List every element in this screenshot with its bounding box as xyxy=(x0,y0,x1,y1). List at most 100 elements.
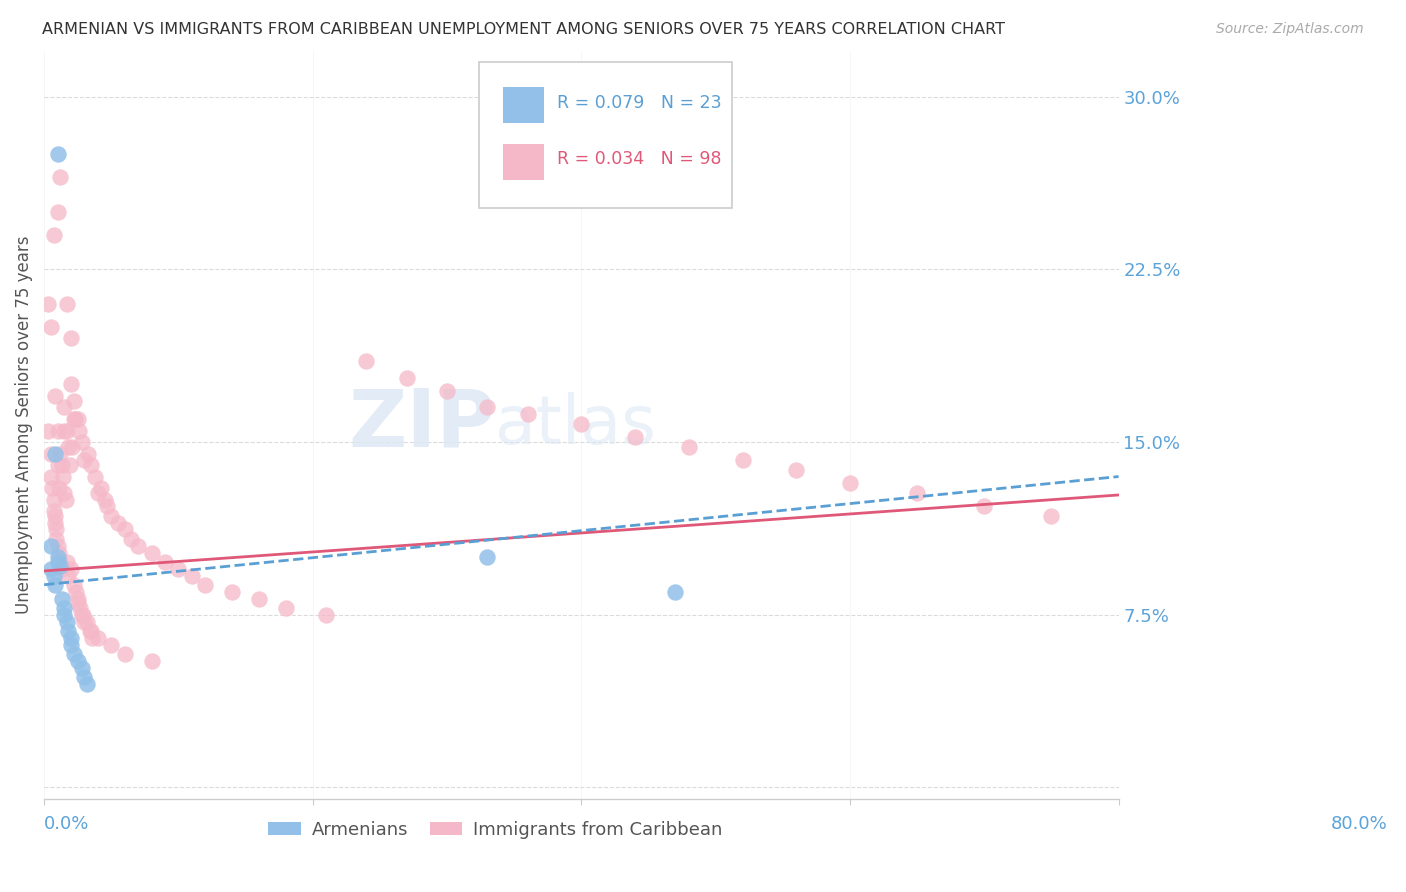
Point xyxy=(274,600,297,615)
Point xyxy=(76,615,98,629)
Point xyxy=(42,492,65,507)
Point xyxy=(56,555,79,569)
Point xyxy=(46,458,69,472)
Point xyxy=(66,654,89,668)
Point xyxy=(180,568,202,582)
Point xyxy=(96,500,118,514)
Point xyxy=(664,584,686,599)
Point xyxy=(120,532,142,546)
Point xyxy=(89,481,111,495)
Point xyxy=(1040,508,1063,523)
Point xyxy=(53,401,76,415)
Text: 80.0%: 80.0% xyxy=(1330,815,1388,833)
Point xyxy=(66,591,89,606)
Point xyxy=(100,508,122,523)
Point xyxy=(44,516,66,530)
Point xyxy=(44,578,66,592)
Point xyxy=(44,389,66,403)
Point xyxy=(82,631,104,645)
Point xyxy=(41,481,63,495)
Point xyxy=(44,446,66,460)
Point xyxy=(46,147,69,161)
Point xyxy=(477,550,499,565)
Point xyxy=(59,458,82,472)
Text: ZIP: ZIP xyxy=(349,385,495,464)
Point xyxy=(87,631,110,645)
Point xyxy=(39,561,62,575)
Point xyxy=(62,393,84,408)
Point xyxy=(69,600,91,615)
Point xyxy=(67,424,90,438)
Point xyxy=(678,440,700,454)
Point xyxy=(39,469,62,483)
Point xyxy=(70,660,93,674)
Point xyxy=(114,647,136,661)
Point xyxy=(569,417,592,431)
Point xyxy=(79,624,101,638)
Point xyxy=(127,539,149,553)
Point xyxy=(37,297,59,311)
FancyBboxPatch shape xyxy=(479,62,731,208)
Point xyxy=(53,607,76,622)
Point xyxy=(59,631,82,645)
Text: atlas: atlas xyxy=(495,392,657,458)
Point xyxy=(58,624,80,638)
Point xyxy=(39,320,62,334)
Point xyxy=(46,204,69,219)
Point xyxy=(785,463,807,477)
Point xyxy=(55,492,77,507)
Point xyxy=(77,446,100,460)
Point xyxy=(905,485,928,500)
Point xyxy=(51,561,73,575)
Point xyxy=(70,435,93,450)
Point xyxy=(66,412,89,426)
Point xyxy=(100,638,122,652)
Text: R = 0.079   N = 23: R = 0.079 N = 23 xyxy=(557,94,721,112)
Point xyxy=(49,446,72,460)
Point xyxy=(93,492,115,507)
Point xyxy=(141,545,163,559)
Point xyxy=(80,624,103,638)
Point xyxy=(73,615,96,629)
Point xyxy=(63,412,86,426)
Text: 0.0%: 0.0% xyxy=(44,815,90,833)
Point xyxy=(46,555,69,569)
Point xyxy=(42,504,65,518)
Point xyxy=(839,476,862,491)
Point xyxy=(80,458,103,472)
Point xyxy=(107,516,129,530)
Point xyxy=(516,408,538,422)
Point xyxy=(58,568,80,582)
Point xyxy=(87,485,110,500)
Point xyxy=(51,591,73,606)
Point xyxy=(73,670,96,684)
Point xyxy=(624,430,647,444)
Point xyxy=(42,568,65,582)
FancyBboxPatch shape xyxy=(503,87,544,123)
Point xyxy=(39,446,62,460)
Point xyxy=(56,297,79,311)
Point xyxy=(477,401,499,415)
Point xyxy=(59,377,82,392)
Point xyxy=(65,584,87,599)
Point xyxy=(56,615,79,629)
Point xyxy=(72,607,94,622)
Point xyxy=(39,539,62,553)
Point xyxy=(58,440,80,454)
Point xyxy=(62,412,84,426)
Point xyxy=(49,555,72,569)
Point xyxy=(731,453,754,467)
Point xyxy=(49,170,72,185)
Point xyxy=(76,677,98,691)
Legend: Armenians, Immigrants from Caribbean: Armenians, Immigrants from Caribbean xyxy=(262,814,730,846)
Point xyxy=(60,440,83,454)
Point xyxy=(315,607,337,622)
Point xyxy=(49,559,72,574)
Point xyxy=(51,458,73,472)
Point xyxy=(59,331,82,345)
Y-axis label: Unemployment Among Seniors over 75 years: Unemployment Among Seniors over 75 years xyxy=(15,235,32,614)
FancyBboxPatch shape xyxy=(503,145,544,180)
Point xyxy=(44,508,66,523)
Point xyxy=(53,424,76,438)
Point xyxy=(53,485,76,500)
